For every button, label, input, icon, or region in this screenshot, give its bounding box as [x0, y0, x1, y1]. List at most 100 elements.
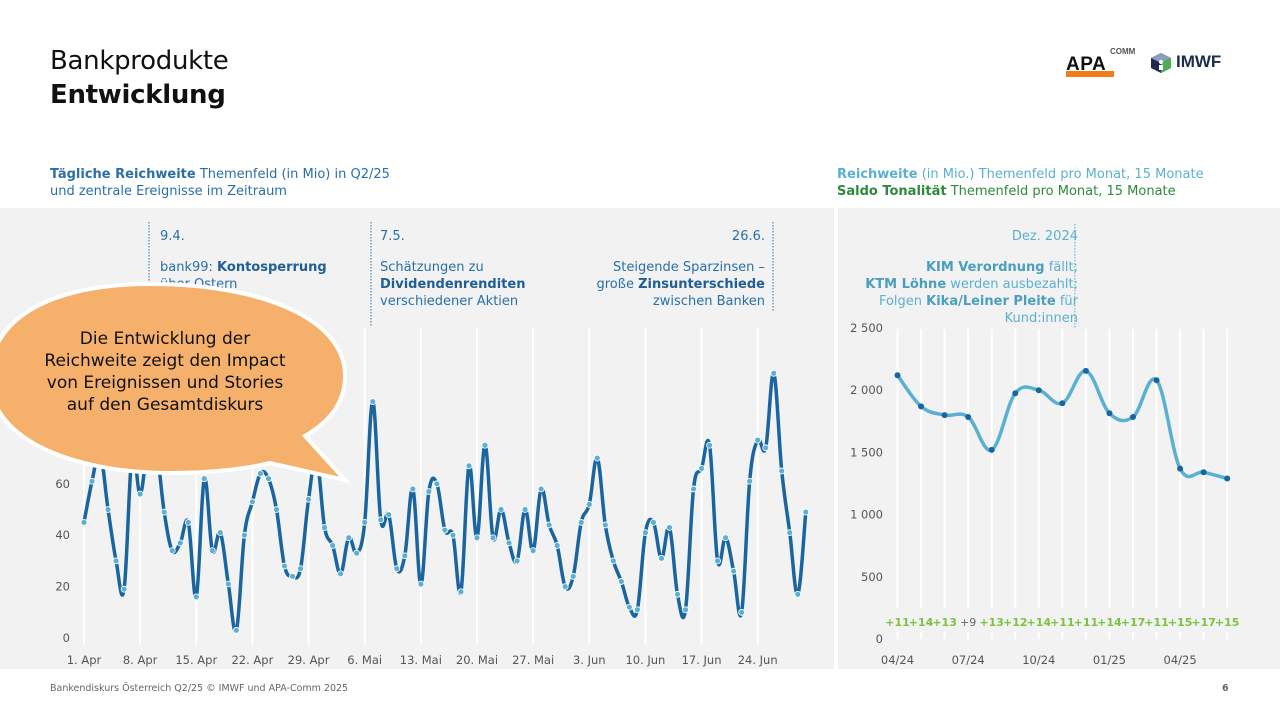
daily-data-point	[297, 565, 304, 573]
daily-data-point	[529, 547, 537, 555]
monthly-y-tick-label: 2 000	[850, 383, 883, 397]
saldo-label: +14	[1097, 616, 1122, 629]
monthly-data-point	[1224, 475, 1231, 482]
right-subtitle1-rest: (in Mio.) Themenfeld pro Monat, 15 Monat…	[917, 167, 1204, 182]
daily-data-point	[465, 462, 473, 470]
daily-data-point	[249, 498, 256, 506]
daily-data-point	[545, 521, 553, 529]
monthly-data-point	[965, 413, 972, 420]
daily-event-markers	[148, 222, 774, 326]
daily-data-point	[561, 583, 569, 590]
daily-data-point	[706, 441, 713, 449]
apa-logo-comm: COMM	[1110, 47, 1136, 56]
saldo-label: +15	[1215, 616, 1240, 629]
daily-data-point	[200, 475, 208, 483]
event-text: zwischen Banken	[652, 294, 765, 309]
daily-data-point	[136, 490, 144, 498]
saldo-label: +14	[909, 616, 934, 629]
event-text: Schätzungen zu	[380, 260, 484, 275]
daily-data-point	[730, 567, 738, 575]
event-text: für	[1055, 294, 1078, 309]
daily-data-point	[216, 529, 224, 537]
daily-data-point	[674, 590, 681, 598]
daily-data-point	[521, 506, 529, 513]
monthly-y-tick-label: 2 500	[850, 321, 883, 335]
saldo-label: +11	[1074, 616, 1099, 629]
event-text: bank99:	[160, 260, 218, 275]
daily-data-point	[273, 506, 280, 513]
monthly-x-tick-label: 04/25	[1164, 653, 1197, 667]
daily-data-point	[714, 557, 721, 565]
daily-data-point	[265, 475, 272, 483]
right-subtitle1-bold: Reichweite	[837, 167, 918, 182]
daily-data-point	[393, 565, 401, 573]
monthly-data-point	[1153, 377, 1160, 384]
apa-logo-text: APA	[1066, 54, 1107, 75]
monthly-chart-y-axis: 0 500 1 000 1 500 2 000 2 500	[850, 321, 883, 646]
daily-data-point	[192, 593, 200, 601]
monthly-chart-grid	[896, 329, 1229, 639]
daily-chart-x-axis: 1. Apr 8. Apr 15. Apr 22. Apr 29. Apr 6. Mai 1…	[67, 653, 778, 667]
daily-data-point	[593, 454, 601, 462]
daily-data-point	[481, 441, 489, 449]
daily-data-point	[104, 506, 112, 513]
monthly-reach-points	[894, 367, 1231, 482]
daily-data-point	[385, 511, 393, 519]
saldo-label: +9	[960, 616, 976, 629]
event-date: 9.4.	[160, 229, 185, 244]
event-text: Kund:innen	[1004, 311, 1078, 326]
daily-data-point	[698, 464, 705, 472]
daily-data-point	[489, 534, 497, 542]
daily-data-point	[609, 557, 617, 565]
event-text-bold: Dividendenrenditen	[380, 277, 526, 292]
monthly-saldo-labels: +11 +14 +13 +9 +13 +12 +14 +11 +11 +14 +17 +11 +15 +1…	[885, 616, 1239, 629]
daily-data-point	[409, 485, 417, 493]
daily-data-point	[722, 534, 729, 542]
page-number: 6	[1222, 683, 1229, 694]
saldo-label: +17	[1191, 616, 1216, 629]
callout-bubble	[0, 281, 351, 484]
logos: APA COMM IMWF	[1062, 46, 1242, 82]
daily-data-point	[449, 531, 457, 539]
daily-data-point	[658, 554, 665, 562]
daily-x-tick-label: 22. Apr	[231, 653, 273, 667]
daily-x-tick-label: 8. Apr	[123, 653, 158, 667]
daily-data-point	[457, 588, 465, 596]
daily-data-point	[650, 518, 657, 526]
daily-x-tick-label: 15. Apr	[175, 653, 217, 667]
daily-data-point	[754, 436, 762, 444]
monthly-y-tick-label: 1 000	[850, 508, 883, 522]
monthly-x-tick-label: 01/25	[1093, 653, 1126, 667]
event-text: große	[596, 277, 639, 292]
daily-data-point	[690, 485, 697, 493]
daily-data-point	[257, 470, 264, 477]
daily-data-point	[88, 477, 96, 485]
daily-data-point	[345, 534, 353, 542]
daily-y-tick-label: 0	[63, 631, 70, 645]
daily-x-tick-label: 17. Jun	[682, 653, 722, 667]
daily-data-point	[794, 590, 802, 598]
right-subtitle2-bold: Saldo Tonalität	[837, 184, 947, 199]
event-text: werden ausbezahlt;	[946, 277, 1078, 292]
monthly-data-point	[1106, 410, 1113, 417]
daily-data-point	[577, 518, 585, 526]
monthly-data-point	[988, 446, 995, 453]
footer-source: Bankendiskurs Österreich Q2/25 © IMWF un…	[50, 683, 349, 694]
event-annotation-26-6: 26.6. Steigende Sparzinsen – große Zinsu…	[565, 228, 765, 310]
page-title: Bankprodukte	[50, 46, 229, 76]
event-date: 26.6.	[731, 229, 765, 244]
imwf-logo-text: IMWF	[1176, 52, 1222, 71]
event-text-bold: Kontosperrung	[217, 260, 327, 275]
monthly-x-tick-label: 10/24	[1022, 653, 1055, 667]
daily-data-point	[80, 518, 88, 526]
monthly-data-point	[894, 372, 901, 379]
daily-data-point	[353, 549, 361, 557]
daily-data-point	[682, 606, 689, 614]
daily-x-tick-label: 27. Mai	[512, 653, 554, 667]
apa-comm-logo: APA COMM	[1064, 46, 1136, 78]
daily-data-point	[321, 524, 329, 531]
daily-data-point	[176, 539, 184, 547]
daily-x-tick-label: 20. Mai	[456, 653, 498, 667]
monthly-data-point	[1200, 469, 1207, 476]
right-subtitle2-rest: Themenfeld pro Monat, 15 Monate	[946, 184, 1176, 199]
